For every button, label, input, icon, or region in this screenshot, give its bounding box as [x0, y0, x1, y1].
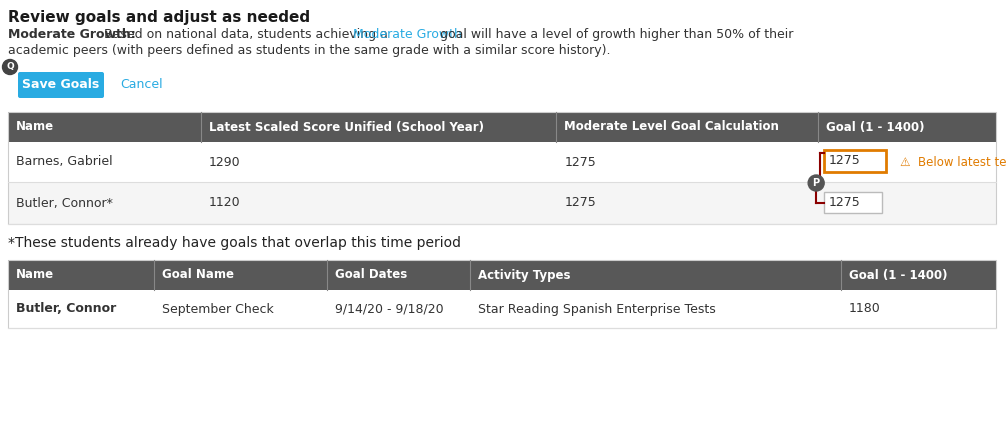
- Text: Butler, Connor: Butler, Connor: [16, 303, 117, 315]
- Bar: [8, 260, 996, 328]
- Text: Review goals and adjust as needed: Review goals and adjust as needed: [8, 10, 310, 25]
- Bar: [8, 112, 996, 142]
- Text: ⚠  Below latest test: ⚠ Below latest test: [900, 155, 1006, 168]
- FancyBboxPatch shape: [18, 72, 104, 98]
- Text: Moderate Growth:: Moderate Growth:: [8, 28, 136, 41]
- Text: Cancel: Cancel: [120, 78, 163, 91]
- Text: 1275: 1275: [564, 155, 597, 168]
- Text: 1275: 1275: [564, 197, 597, 210]
- Text: 9/14/20 - 9/18/20: 9/14/20 - 9/18/20: [335, 303, 444, 315]
- Bar: [8, 182, 996, 224]
- Text: Goal Name: Goal Name: [162, 269, 234, 282]
- Text: academic peers (with peers defined as students in the same grade with a similar : academic peers (with peers defined as st…: [8, 44, 611, 57]
- Circle shape: [2, 59, 17, 75]
- Text: Barnes, Gabriel: Barnes, Gabriel: [16, 155, 113, 168]
- Text: 1120: 1120: [208, 197, 240, 210]
- Text: Goal (1 - 1400): Goal (1 - 1400): [849, 269, 948, 282]
- Text: September Check: September Check: [162, 303, 274, 315]
- Text: Star Reading Spanish Enterprise Tests: Star Reading Spanish Enterprise Tests: [479, 303, 716, 315]
- Bar: [824, 192, 882, 213]
- Bar: [8, 260, 996, 290]
- Text: *These students already have goals that overlap this time period: *These students already have goals that …: [8, 236, 461, 250]
- Bar: [824, 150, 886, 172]
- Text: 1275: 1275: [829, 196, 861, 209]
- Bar: [8, 290, 996, 328]
- Bar: [8, 112, 996, 224]
- Text: Moderate Growth: Moderate Growth: [353, 28, 463, 41]
- Text: 1275: 1275: [829, 155, 861, 168]
- Text: 1180: 1180: [849, 303, 880, 315]
- Text: Based on national data, students achieving a: Based on national data, students achievi…: [101, 28, 392, 41]
- Text: Q: Q: [6, 62, 14, 72]
- Text: goal will have a level of growth higher than 50% of their: goal will have a level of growth higher …: [436, 28, 794, 41]
- Bar: [8, 142, 996, 182]
- Text: Goal (1 - 1400): Goal (1 - 1400): [826, 120, 925, 133]
- Text: Name: Name: [16, 120, 54, 133]
- Text: Butler, Connor*: Butler, Connor*: [16, 197, 113, 210]
- Circle shape: [808, 175, 824, 191]
- Text: P: P: [813, 178, 820, 188]
- Text: Name: Name: [16, 269, 54, 282]
- Text: Latest Scaled Score Unified (School Year): Latest Scaled Score Unified (School Year…: [208, 120, 484, 133]
- Text: 1290: 1290: [208, 155, 240, 168]
- Text: Goal Dates: Goal Dates: [335, 269, 407, 282]
- Text: Activity Types: Activity Types: [479, 269, 570, 282]
- Text: Save Goals: Save Goals: [22, 78, 100, 91]
- Text: Moderate Level Goal Calculation: Moderate Level Goal Calculation: [564, 120, 780, 133]
